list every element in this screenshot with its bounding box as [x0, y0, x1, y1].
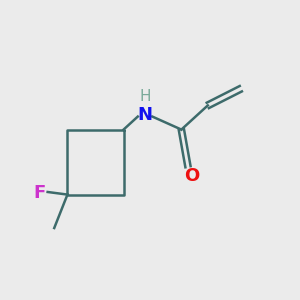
- Text: H: H: [139, 88, 151, 104]
- Text: N: N: [137, 106, 152, 124]
- Text: F: F: [33, 184, 46, 202]
- Text: O: O: [184, 167, 199, 185]
